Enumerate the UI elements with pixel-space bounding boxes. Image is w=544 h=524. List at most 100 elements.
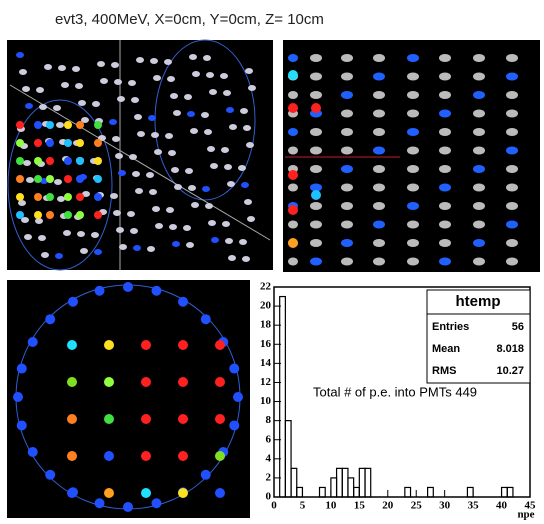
pmt [24,234,32,240]
pmt-hit [64,211,72,219]
pmt [17,420,27,430]
pmt [439,128,451,136]
pmt [473,165,485,173]
pmt [506,73,518,81]
pmt [68,297,78,307]
pmt-hit [67,377,77,387]
pmt [190,128,198,134]
pmt-hit [141,414,151,424]
pmt [173,110,181,116]
pmt [341,54,353,62]
stats-title: htemp [456,293,501,310]
pmt [310,147,322,155]
pmt-hit [76,121,84,129]
pmt [183,225,191,231]
pmt [92,101,100,107]
pmt [75,83,83,89]
pmt-hit [67,414,77,424]
pmt [373,258,385,266]
pmt [204,129,212,135]
pmt-hit [141,488,151,498]
pmt [155,223,163,229]
pmt [167,76,175,82]
pmt [210,163,218,169]
pmt-hit [34,157,42,165]
pmt [114,79,122,85]
pmt [310,73,322,81]
pmt [473,110,485,118]
pmt-hit [288,170,298,180]
pmt [109,119,117,125]
pmt [407,239,419,247]
y-tick-label: 6 [266,433,272,445]
pmt [171,167,179,173]
pmt-hit [288,103,298,113]
stats-label: Mean [432,343,460,355]
pmt [164,59,172,65]
pmt [288,147,298,155]
pmt [72,66,80,72]
pmt-hit [94,193,102,201]
pmt [111,62,119,68]
pmt-hit [104,451,114,461]
pmt [506,54,518,62]
pmt [54,179,62,185]
pmt [225,238,233,244]
pmt-hit [141,377,151,387]
pmt [149,189,157,195]
pmt [407,221,419,229]
pmt [473,73,485,81]
pmt [407,91,419,99]
pmt [170,93,178,99]
pmt [28,447,38,457]
x-tick-label: 0 [271,500,277,512]
event-title: evt3, 400MeV, X=0cm, Y=0cm, Z= 10cm [55,11,324,28]
pmt-hit [46,193,54,201]
pmt-hit [34,193,42,201]
pmt [373,165,385,173]
pmt [506,147,518,155]
pmt-hit [34,121,42,129]
pmt-hit [311,103,321,113]
y-tick-label: 14 [260,357,272,369]
pmt [473,258,485,266]
pmt-hit [46,121,54,129]
x-tick-label: 15 [354,500,366,512]
pmt-hit [288,238,298,248]
x-tick-label: 25 [411,500,423,512]
pmt [310,165,322,173]
pmt [407,258,419,266]
pmt [127,211,135,217]
pmt [310,54,322,62]
pmt [288,54,298,62]
pmt-hit [215,488,225,498]
pmt [506,110,518,118]
pmt [439,258,451,266]
x-tick-label: 30 [439,500,451,512]
pmt [439,147,451,155]
pmt [22,86,30,92]
pmt-hit [215,451,225,461]
pmt [95,286,105,296]
pmt [53,105,61,111]
pmt [310,221,322,229]
pmt [229,420,239,430]
pmt-hit [64,175,72,183]
pmt-hit [16,211,24,219]
pmt [373,202,385,210]
pmt [238,165,246,171]
pmt [25,103,33,109]
pmt [229,364,239,374]
pmt [506,165,518,173]
pmt [201,112,209,118]
x-tick-label: 20 [382,500,394,512]
pmt [439,165,451,173]
pmt [78,100,86,106]
pmt-hit [76,193,84,201]
pmt [310,91,322,99]
pmt [123,502,133,512]
pmt [229,124,237,130]
pmt [439,184,451,192]
pmt-hit [16,139,24,147]
pmt [222,221,230,227]
